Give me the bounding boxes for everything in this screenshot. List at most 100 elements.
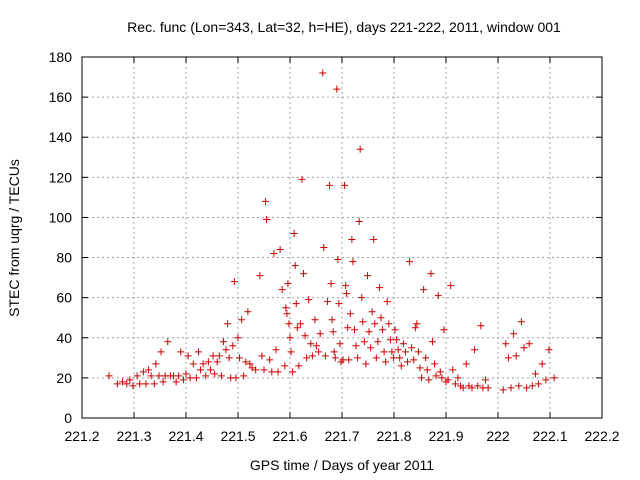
data-point [225,354,233,362]
data-point [232,374,240,382]
x-tick-label: 221.2 [64,428,99,444]
data-point [365,328,373,336]
data-point [542,376,550,384]
data-point [362,360,370,368]
data-point [113,380,121,388]
data-point [423,366,431,374]
data-point [292,300,300,308]
data-point [372,354,380,362]
data-point [535,380,543,388]
data-point [389,354,397,362]
data-point [242,358,250,366]
data-point [315,348,323,356]
data-point [335,300,343,308]
x-axis-label: GPS time / Days of year 2011 [250,457,434,473]
data-point [436,368,444,376]
data-point [484,384,492,392]
data-point [263,215,271,223]
data-point [350,326,358,334]
data-point [380,348,388,356]
data-point [184,352,192,360]
y-tick-label: 160 [49,89,73,105]
data-point [425,376,433,384]
data-point [284,280,292,288]
data-point [416,364,424,372]
data-point [194,348,202,356]
data-point [211,370,219,378]
x-tick-label: 221.7 [324,428,359,444]
data-point [336,340,344,348]
data-point [159,378,167,386]
data-point [528,382,536,390]
data-point [248,364,256,372]
data-point [300,270,308,278]
data-point [238,316,246,324]
data-point [308,352,316,360]
data-point [260,366,268,374]
data-point [396,354,404,362]
data-point [414,348,422,356]
data-point [246,360,254,368]
data-point [510,330,518,338]
data-point [321,352,329,360]
data-point [515,382,523,390]
data-point [177,348,185,356]
data-point [383,298,391,306]
data-point [219,338,227,346]
x-tick-label: 221.6 [272,428,307,444]
y-tick-label: 80 [56,250,72,266]
data-point [105,372,113,380]
data-point [459,384,467,392]
data-point [224,320,232,328]
data-point [512,352,520,360]
data-point [126,376,134,384]
data-point [468,384,476,392]
data-point [186,374,194,382]
data-point [411,324,419,332]
data-point [179,376,187,384]
data-point [278,286,286,294]
data-point [354,354,362,362]
data-point [204,358,212,366]
data-point [368,308,376,316]
data-point [157,348,165,356]
data-point [341,181,349,189]
data-point [307,340,315,348]
data-point [427,270,435,278]
data-point [428,338,436,346]
data-point [291,262,299,270]
y-axis-label: STEC from uqrg / TECUs [6,159,22,317]
data-point [363,272,371,280]
data-point [311,316,319,324]
data-point [175,372,183,380]
data-point [276,246,284,254]
x-tick-label: 221.8 [376,428,411,444]
data-point [330,348,338,356]
data-point [440,326,448,334]
data-point [192,374,200,382]
data-point [345,356,353,364]
data-point [531,370,539,378]
data-point [262,197,270,205]
data-point [295,362,303,370]
x-tick-label: 222.1 [532,428,567,444]
data-point [252,366,260,374]
x-tick-label: 221.5 [220,428,255,444]
data-point [523,384,531,392]
grid-layer [82,57,602,418]
data-point [451,380,459,388]
axis-ticks: 221.2 221.3 221.4 221.5 221.6 221.7 221.8 221.9… [49,49,620,444]
data-point [502,340,510,348]
data-point [382,358,390,366]
data-point [301,332,309,340]
y-tick-label: 120 [49,169,73,185]
data-point [152,360,160,368]
data-point [454,374,462,382]
y-tick-label: 20 [56,370,72,386]
data-point [349,258,357,266]
y-tick-label: 180 [49,49,73,65]
data-point [316,330,324,338]
data-point [133,372,141,380]
data-point [375,284,383,292]
